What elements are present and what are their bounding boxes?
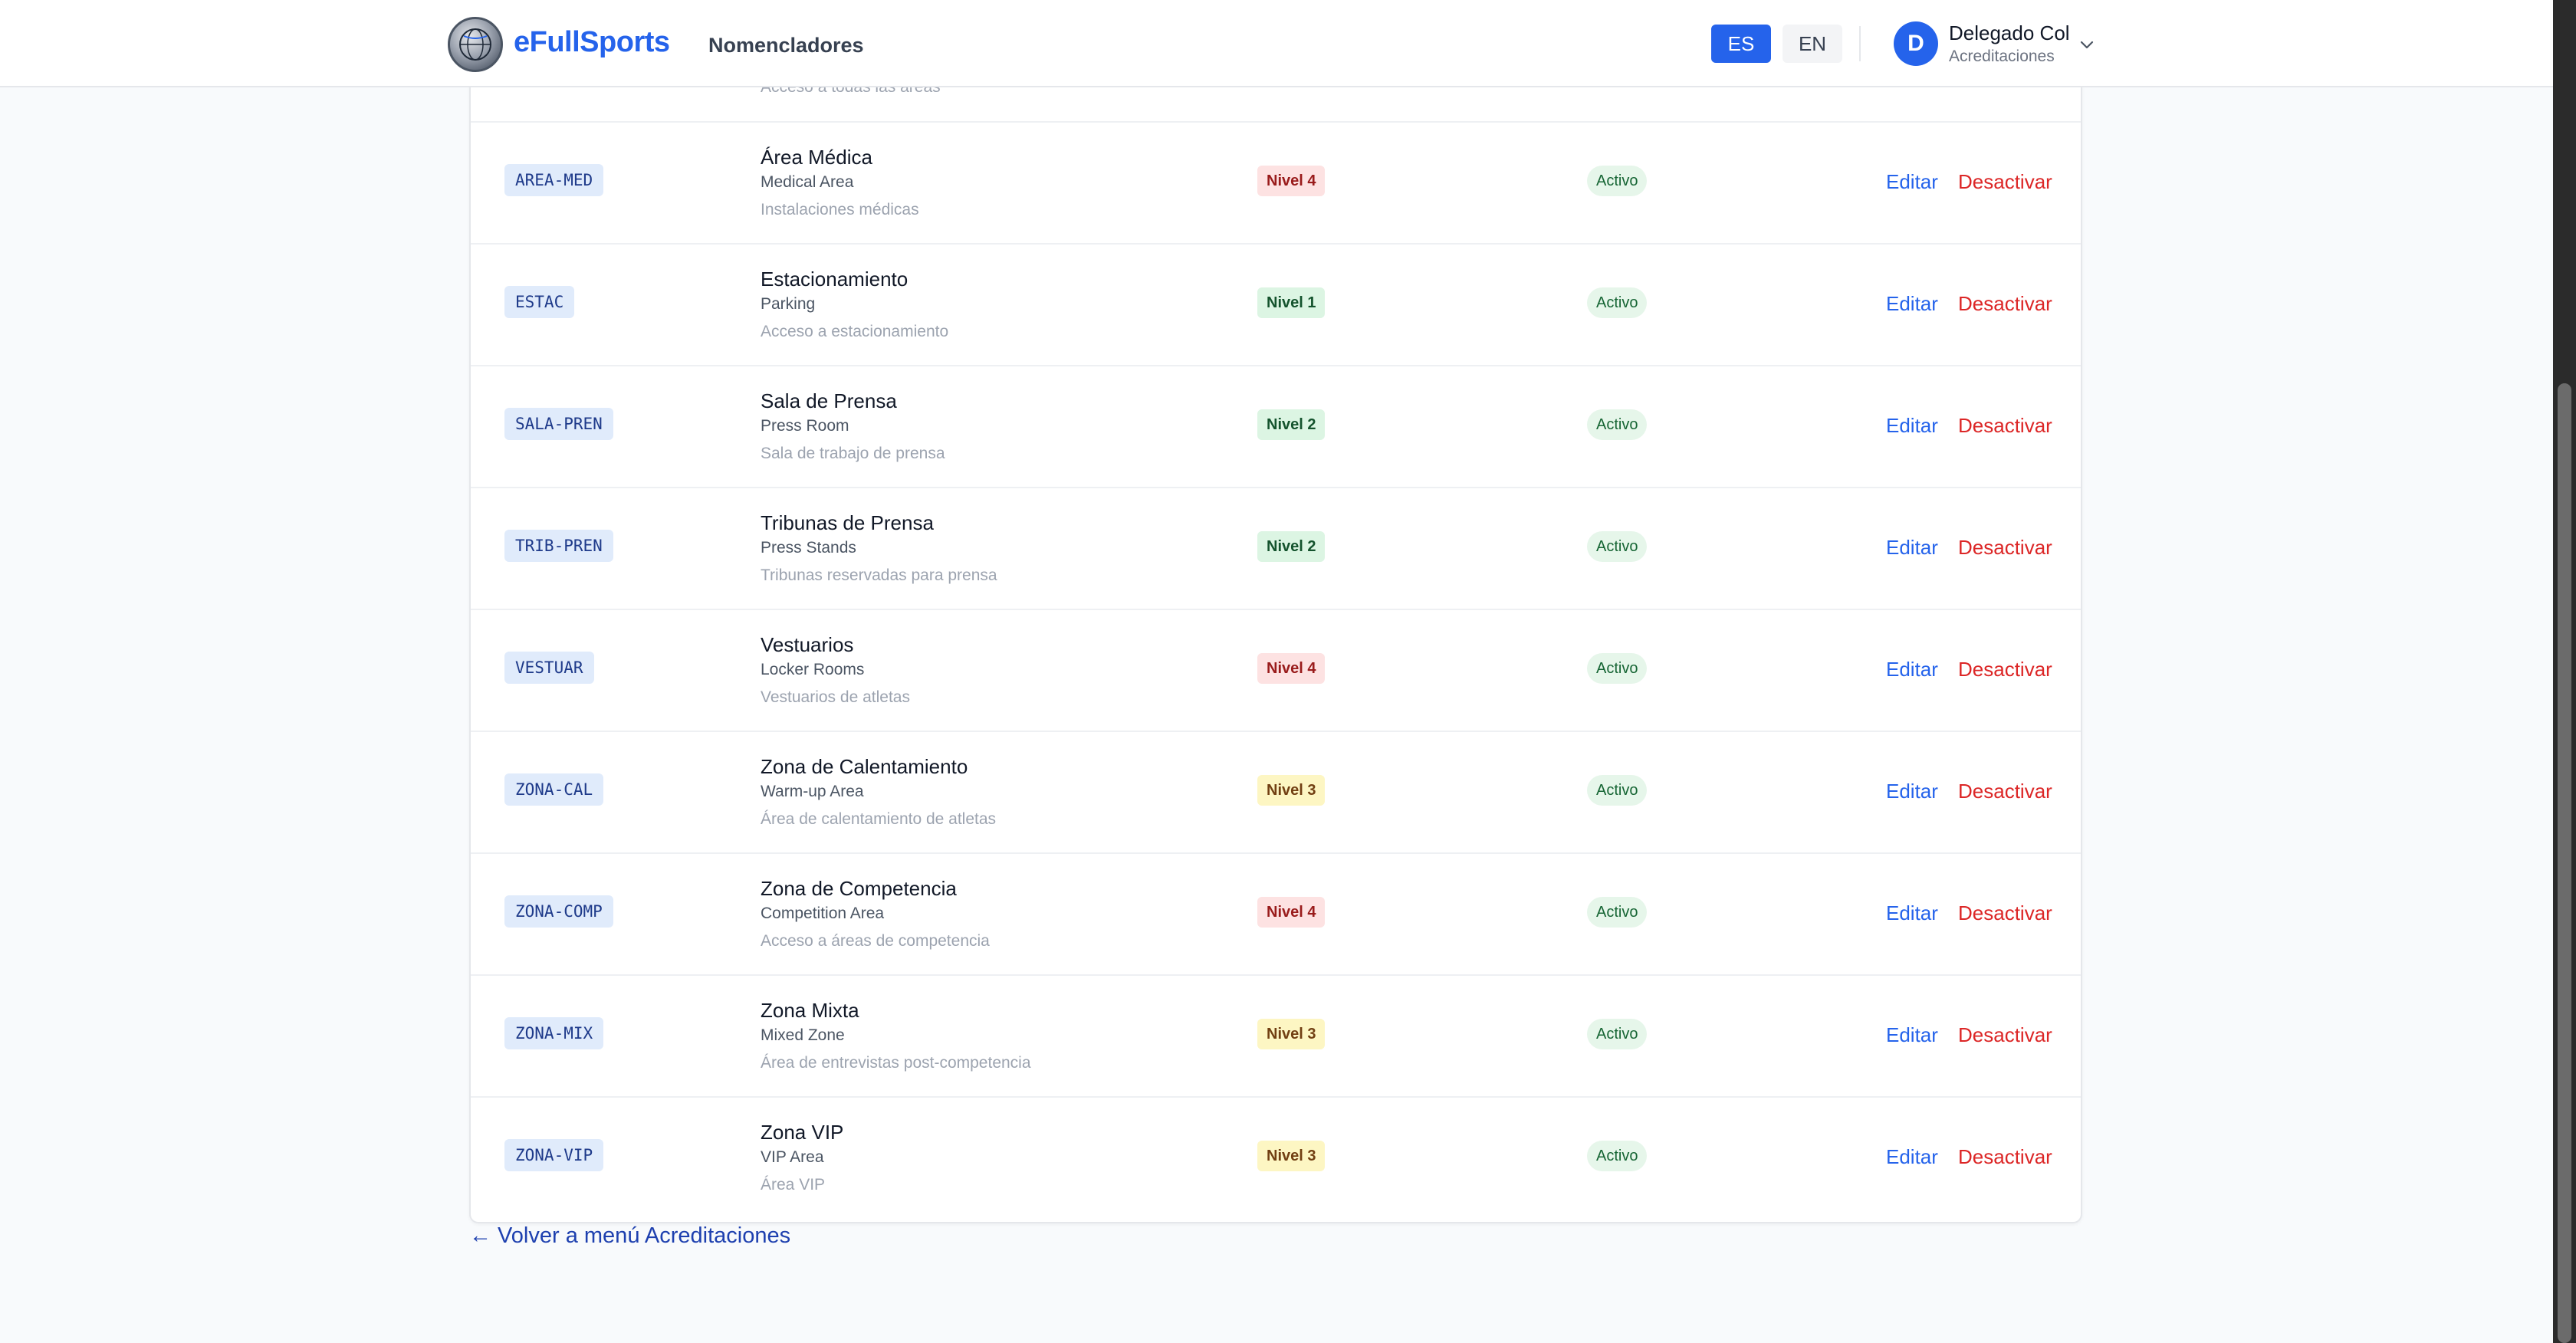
area-name: Tribunas de Prensa (761, 511, 934, 534)
area-name: Sala de Prensa (761, 389, 897, 412)
area-name-en: Warm-up Area (761, 783, 864, 800)
area-name-en: Locker Rooms (761, 661, 865, 678)
deactivate-button[interactable]: Desactivar (1958, 1023, 2052, 1046)
status-badge: Activo (1587, 1141, 1648, 1171)
status-badge: Activo (1587, 166, 1648, 196)
area-description: Instalaciones médicas (761, 201, 919, 218)
area-name: Zona VIP (761, 1121, 844, 1144)
deactivate-button[interactable]: Desactivar (1958, 780, 2052, 803)
area-description: Acceso a estacionamiento (761, 323, 949, 340)
level-badge: Nivel 3 (1257, 1141, 1326, 1171)
area-name-en: Medical Area (761, 173, 854, 191)
deactivate-button[interactable]: Desactivar (1958, 901, 2052, 924)
status-badge: Activo (1587, 897, 1648, 928)
table-row: ZONA-VIP Zona VIP VIP Area Área VIP Nive… (471, 1098, 2081, 1220)
area-description: Área de calentamiento de atletas (761, 810, 997, 828)
table-row: SALA-PREN Sala de Prensa Press Room Sala… (471, 366, 2081, 488)
avatar[interactable]: D (1894, 21, 1938, 66)
level-badge: Nivel 3 (1257, 1019, 1326, 1049)
user-role: Acreditaciones (1949, 48, 2055, 65)
area-code: ZONA-COMP (504, 895, 613, 928)
edit-button[interactable]: Editar (1886, 1145, 1938, 1168)
deactivate-button[interactable]: Desactivar (1958, 292, 2052, 315)
lang-es-button[interactable]: ES (1711, 25, 1771, 63)
level-badge: Nivel 2 (1257, 409, 1326, 440)
status-badge: Activo (1587, 531, 1648, 562)
area-name-en: VIP Area (761, 1148, 824, 1166)
level-badge: Nivel 4 (1257, 897, 1326, 928)
edit-button[interactable]: Editar (1886, 901, 1938, 924)
lang-en-button[interactable]: EN (1783, 25, 1842, 63)
area-code: AREA-MED (504, 164, 604, 196)
area-description: Área VIP (761, 1176, 826, 1194)
nav-nomencladores[interactable]: Nomencladores (708, 34, 864, 57)
level-badge: Nivel 4 (1257, 653, 1326, 684)
area-code: ESTAC (504, 286, 575, 318)
area-name: Zona de Calentamiento (761, 755, 968, 778)
area-name-en: Competition Area (761, 905, 885, 922)
area-name: Vestuarios (761, 633, 854, 656)
back-to-accreditations-link[interactable]: ← Volver a menú Acreditaciones (469, 1223, 791, 1248)
edit-button[interactable]: Editar (1886, 1023, 1938, 1046)
level-badge: Nivel 1 (1257, 287, 1326, 318)
table-row: ESTAC Estacionamiento Parking Acceso a e… (471, 245, 2081, 366)
edit-button[interactable]: Editar (1886, 536, 1938, 559)
table-row: ZONA-CAL Zona de Calentamiento Warm-up A… (471, 732, 2081, 854)
deactivate-button[interactable]: Desactivar (1958, 170, 2052, 193)
area-name: Estacionamiento (761, 268, 909, 291)
edit-button[interactable]: Editar (1886, 780, 1938, 803)
area-name-en: Mixed Zone (761, 1026, 845, 1044)
area-description: Sala de trabajo de prensa (761, 445, 945, 462)
table-row: ZONA-COMP Zona de Competencia Competitio… (471, 854, 2081, 976)
level-badge: Nivel 3 (1257, 775, 1326, 806)
area-description: Acceso a áreas de competencia (761, 932, 990, 950)
area-description: Vestuarios de atletas (761, 688, 910, 706)
area-name: Área Médica (761, 146, 872, 169)
table-row: VESTUAR Vestuarios Locker Rooms Vestuari… (471, 610, 2081, 732)
areas-table: Acceso a todas las áreas AREA-MED Área M… (469, 31, 2082, 1223)
deactivate-button[interactable]: Desactivar (1958, 1145, 2052, 1168)
edit-button[interactable]: Editar (1886, 414, 1938, 437)
area-code: VESTUAR (504, 652, 594, 684)
area-name: Zona Mixta (761, 999, 859, 1022)
level-badge: Nivel 2 (1257, 531, 1326, 562)
user-name[interactable]: Delegado Col (1949, 21, 2070, 44)
edit-button[interactable]: Editar (1886, 170, 1938, 193)
deactivate-button[interactable]: Desactivar (1958, 414, 2052, 437)
area-code: ZONA-VIP (504, 1139, 604, 1171)
edit-button[interactable]: Editar (1886, 658, 1938, 681)
area-code: SALA-PREN (504, 408, 613, 440)
table-row: ZONA-MIX Zona Mixta Mixed Zone Área de e… (471, 976, 2081, 1098)
table-row: AREA-MED Área Médica Medical Area Instal… (471, 123, 2081, 245)
chevron-down-icon[interactable] (2078, 35, 2096, 54)
area-code: TRIB-PREN (504, 530, 613, 562)
area-name-en: Press Room (761, 417, 849, 435)
status-badge: Activo (1587, 409, 1648, 440)
area-name: Zona de Competencia (761, 877, 957, 900)
status-badge: Activo (1587, 287, 1648, 318)
level-badge: Nivel 4 (1257, 166, 1326, 196)
edit-button[interactable]: Editar (1886, 292, 1938, 315)
area-code: ZONA-CAL (504, 773, 604, 806)
area-description: Área de entrevistas post-competencia (761, 1054, 1031, 1072)
brand-logo[interactable] (448, 17, 503, 72)
deactivate-button[interactable]: Desactivar (1958, 658, 2052, 681)
header-divider (1859, 26, 1861, 61)
top-header: eFullSports Nomencladores ES EN D Delega… (0, 0, 2553, 87)
globe-icon (459, 28, 491, 61)
status-badge: Activo (1587, 775, 1648, 806)
status-badge: Activo (1587, 1019, 1648, 1049)
status-badge: Activo (1587, 653, 1648, 684)
area-code: ZONA-MIX (504, 1017, 604, 1049)
area-name-en: Parking (761, 295, 816, 313)
area-name-en: Press Stands (761, 539, 856, 557)
deactivate-button[interactable]: Desactivar (1958, 536, 2052, 559)
brand-name[interactable]: eFullSports (514, 26, 670, 58)
area-description: Tribunas reservadas para prensa (761, 566, 997, 584)
table-row: TRIB-PREN Tribunas de Prensa Press Stand… (471, 488, 2081, 610)
scrollbar-thumb[interactable] (2558, 383, 2571, 1343)
